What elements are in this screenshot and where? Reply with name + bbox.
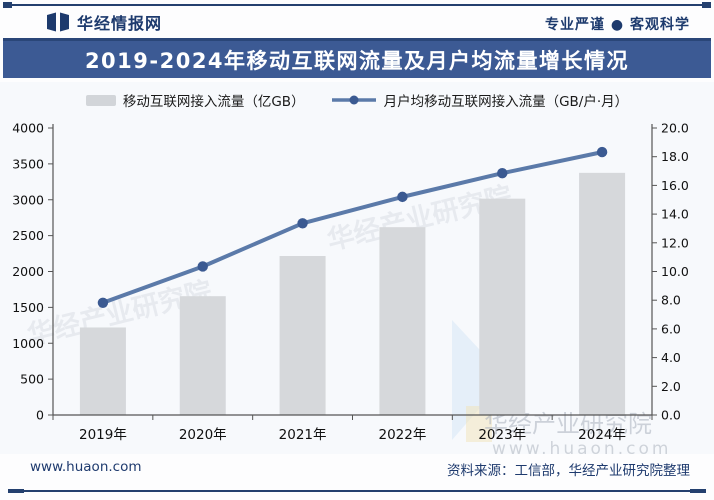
logo-book-icon — [46, 12, 70, 32]
bar-2019年 — [79, 327, 126, 415]
top-divider — [3, 4, 711, 6]
right-axis-label: 2.0 — [661, 379, 681, 394]
line-series — [100, 150, 605, 305]
top-divider-endcap — [3, 2, 12, 8]
x-axis-label: 2022年 — [378, 427, 426, 443]
bottom-divider-endcap — [690, 489, 706, 493]
right-axis-label: 4.0 — [661, 350, 681, 365]
bottom-divider-endcap — [8, 489, 24, 493]
bar-2021年 — [279, 256, 326, 415]
right-axis-label: 6.0 — [661, 321, 681, 336]
left-axis-label: 3000 — [12, 192, 44, 207]
footer-site-url: www.huaon.com — [30, 459, 142, 475]
bar-2022年 — [379, 227, 426, 415]
right-axis-label: 8.0 — [661, 293, 681, 308]
x-axis-label: 2024年 — [578, 427, 626, 443]
right-axis-label: 14.0 — [661, 207, 689, 222]
chart-legend: 移动互联网接入流量（亿GB） 月户均移动互联网接入流量（GB/户·月） — [0, 90, 714, 110]
right-axis-label: 18.0 — [661, 149, 689, 164]
dual-axis-chart: 华经产业研究院华经产业研究院华经产业研究院www.huaon.com050010… — [12, 121, 689, 460]
right-axis-label: 12.0 — [661, 235, 689, 250]
left-axis-label: 3500 — [12, 156, 44, 171]
header: 华经情报网 专业严谨 ● 客观科学 — [0, 10, 714, 36]
right-axis-label: 0.0 — [661, 408, 681, 423]
left-axis-label: 4000 — [12, 121, 44, 136]
line-marker-2020年 — [197, 261, 208, 272]
slogan-text: 专业严谨 ● 客观科学 — [545, 17, 690, 33]
left-axis-label: 2500 — [12, 228, 44, 243]
line-marker-2021年 — [297, 218, 308, 229]
bar-2023年 — [479, 198, 526, 415]
x-axis-label: 2020年 — [179, 427, 227, 443]
bar-series-swatch — [85, 94, 116, 106]
left-axis-label: 1500 — [12, 300, 44, 315]
watermark-url: www.huaon.com — [492, 439, 671, 459]
bar-series-label: 移动互联网接入流量（亿GB） — [122, 94, 305, 110]
line-marker-2022年 — [397, 191, 408, 203]
site-logo: 华经情报网 — [46, 10, 162, 34]
legend-item-bar: 移动互联网接入流量（亿GB） — [85, 90, 305, 110]
title-banner: 2019-2024年移动互联网流量及月户均流量增长情况 — [3, 38, 711, 78]
line-series-label: 月户均移动互联网接入流量（GB/户·月） — [383, 94, 629, 110]
left-axis-label: 2000 — [12, 264, 44, 279]
left-axis-label: 0 — [36, 408, 44, 423]
line-series-swatch — [331, 94, 377, 106]
footer-source-note: 资料来源：工信部，华经产业研究院整理 — [447, 463, 690, 479]
line-marker-2019年 — [97, 297, 109, 308]
right-axis-label: 10.0 — [661, 264, 689, 279]
line-marker-2024年 — [596, 146, 608, 158]
bar-2024年 — [579, 172, 626, 415]
left-axis-label: 500 — [20, 372, 44, 387]
line-marker-2023年 — [497, 168, 508, 179]
bottom-divider — [8, 490, 706, 492]
chart-title: 2019-2024年移动互联网流量及月户均流量增长情况 — [84, 48, 630, 73]
right-axis-label: 16.0 — [661, 178, 689, 193]
x-axis-label: 2019年 — [79, 427, 127, 443]
x-axis-label: 2023年 — [478, 427, 526, 443]
x-axis-label: 2021年 — [279, 427, 327, 443]
right-axis-label: 20.0 — [661, 121, 689, 136]
left-axis-label: 1000 — [12, 336, 44, 351]
logo-text: 华经情报网 — [77, 14, 163, 33]
bar-2020年 — [179, 296, 226, 415]
top-divider-endcap — [702, 2, 711, 8]
watermark-shape — [452, 320, 506, 440]
legend-item-line: 月户均移动互联网接入流量（GB/户·月） — [331, 90, 629, 110]
